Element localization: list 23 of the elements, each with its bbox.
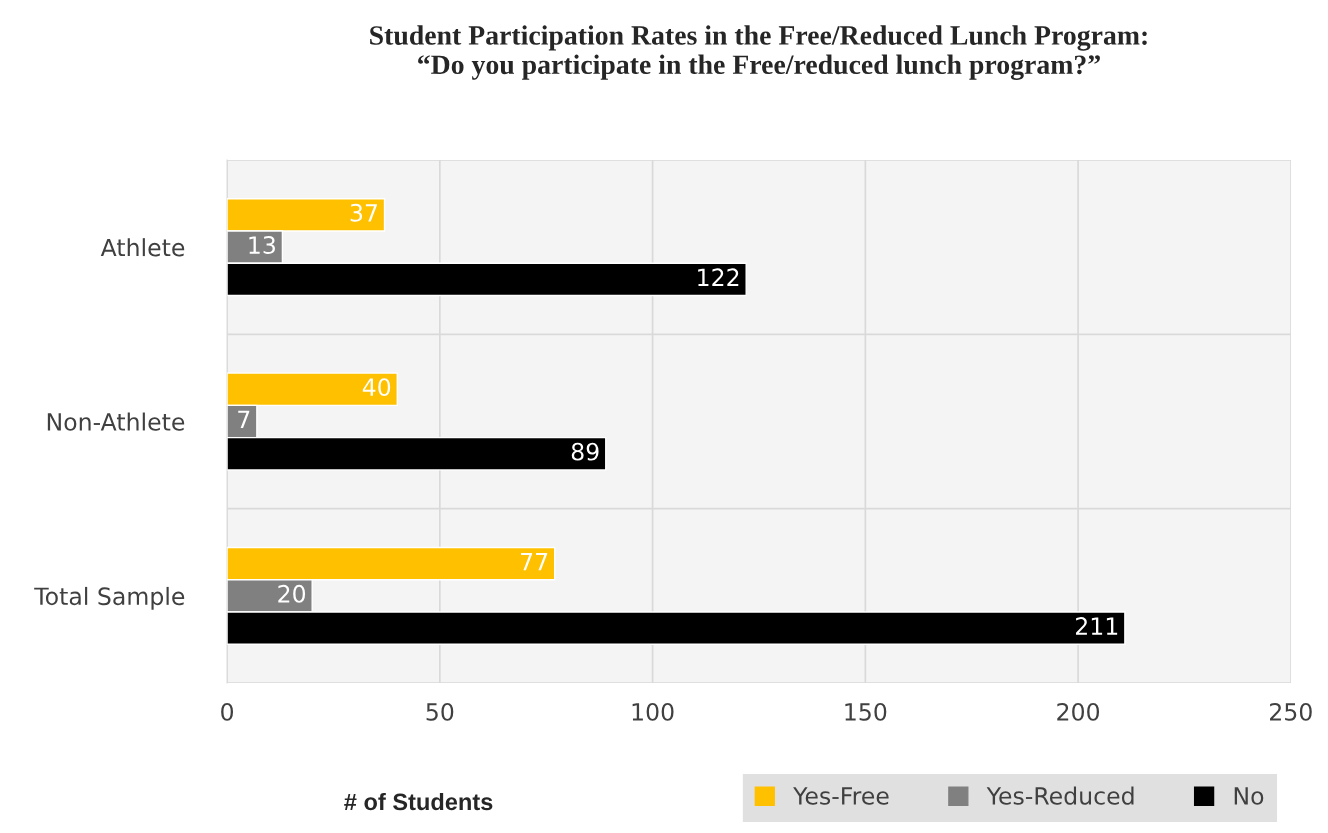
x-axis-title: # of Students	[344, 792, 493, 811]
x-tick-label: 50	[426, 702, 454, 721]
data-label: 211	[1075, 617, 1118, 635]
data-label: 89	[571, 442, 599, 461]
data-label: 37	[350, 203, 377, 222]
y-tick-label: Total Sample	[34, 586, 185, 610]
y-tick-label: Non-Athlete	[47, 412, 185, 431]
x-tick-label: 200	[1057, 702, 1100, 721]
x-tick-label: 100	[632, 702, 674, 721]
legend-label: No	[1234, 787, 1264, 805]
y-tick-label: Athlete	[100, 238, 185, 257]
x-tick-label: 0	[221, 702, 234, 721]
data-label: 13	[249, 236, 275, 254]
data-label: 20	[278, 584, 306, 603]
data-label: 77	[521, 552, 548, 571]
legend-label: Yes-Free	[793, 787, 889, 805]
legend-label: Yes-Reduced	[986, 786, 1134, 805]
data-label: 7	[238, 410, 250, 429]
x-tick-label: 150	[845, 702, 887, 721]
data-label: 40	[362, 378, 391, 397]
chart-title: Student Participation Rates in the Free/Reduced Lunch Program: “Do you participate in the Free/reduced lunch program?”	[370, 25, 1147, 80]
data-label: 122	[698, 268, 739, 286]
x-tick-label: 250	[1270, 702, 1312, 721]
